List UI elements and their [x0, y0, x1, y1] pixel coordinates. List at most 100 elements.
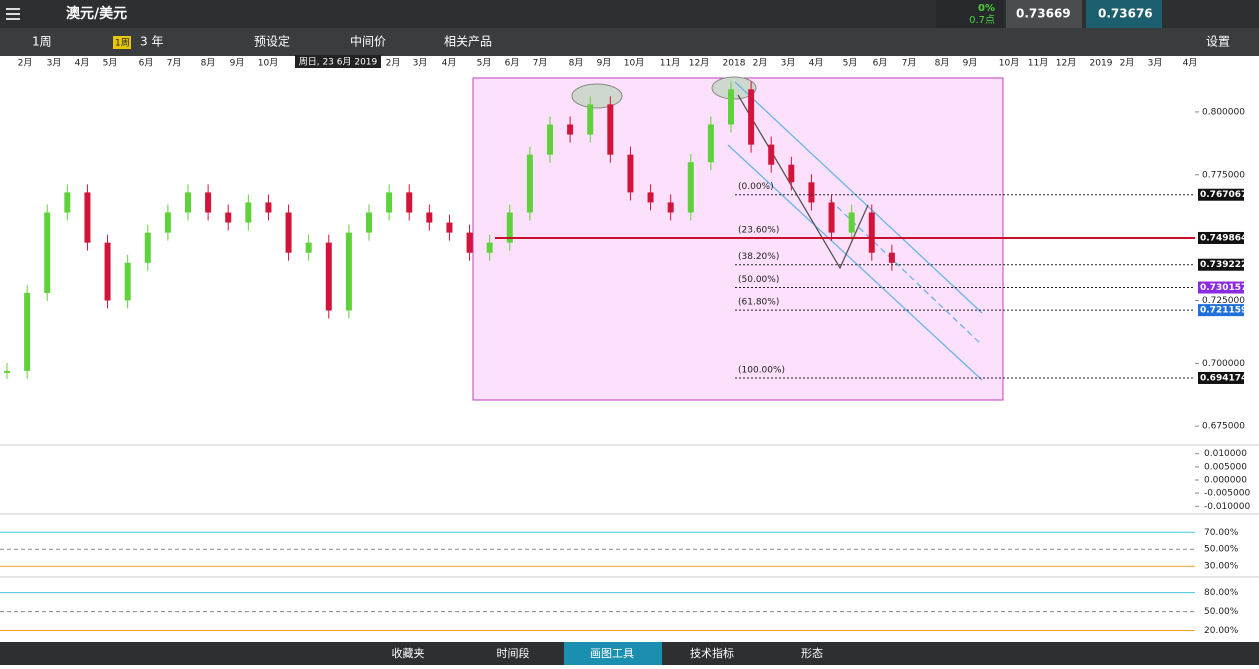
related[interactable]: 相关产品	[444, 35, 492, 49]
price-tag-label: 0.749864	[1200, 233, 1247, 243]
candle	[868, 212, 875, 253]
candle	[526, 154, 533, 213]
candle	[104, 242, 111, 301]
fib-label: (38.20%)	[738, 252, 779, 262]
candle	[225, 212, 232, 223]
period-select[interactable]: 1周	[32, 35, 52, 49]
head-marker	[571, 83, 623, 109]
tab[interactable]: 收藏夹	[392, 646, 425, 660]
candle	[748, 89, 755, 145]
candle	[285, 212, 292, 253]
x-tick-label: 10月	[624, 58, 644, 69]
candle	[386, 192, 393, 213]
period-badge: 1周	[115, 38, 130, 49]
y-tick-label: 0.775000	[1202, 170, 1245, 180]
x-tick-label: 8月	[201, 58, 216, 69]
candle	[808, 182, 815, 203]
x-tick-label: 6月	[873, 58, 888, 69]
candle	[345, 232, 352, 311]
candle	[607, 104, 614, 155]
price-tag	[1198, 371, 1244, 384]
x-tick-label: 11月	[660, 58, 680, 69]
candle	[164, 212, 171, 233]
y-tick-label: 0.675000	[1202, 422, 1245, 432]
candle	[144, 232, 151, 263]
active-tab	[564, 642, 662, 665]
fib-label: (0.00%)	[738, 182, 774, 192]
y-tick-label: 70.00%	[1204, 528, 1239, 538]
price-tag-label: 0.767067	[1200, 190, 1247, 200]
x-tick-label: 6月	[505, 58, 520, 69]
y-tick-label: 0.700000	[1202, 359, 1245, 369]
tab[interactable]: 技术指标	[690, 646, 734, 660]
candle	[506, 212, 513, 243]
x-tick-label: 3月	[1148, 58, 1163, 69]
x-tick-label: 3月	[781, 58, 796, 69]
x-tick-label: 5月	[477, 58, 492, 69]
icons	[6, 8, 20, 20]
candle	[707, 124, 714, 163]
fib-label: (50.00%)	[738, 275, 779, 285]
x-tick-label: 4月	[809, 58, 824, 69]
x-tick-label: 10月	[258, 58, 278, 69]
x-tick-label: 11月	[1028, 58, 1048, 69]
x-tick-label: 6月	[139, 58, 154, 69]
price-tag-label: 0.739222	[1200, 260, 1247, 270]
x-tick-label: 7月	[167, 58, 182, 69]
presets[interactable]: 预设定	[254, 34, 290, 49]
x-tick-label: 5月	[843, 58, 858, 69]
x-tick-label: 2018	[723, 59, 746, 69]
x-tick-label: 9月	[963, 58, 978, 69]
range-select[interactable]: 3 年	[140, 35, 163, 49]
symbol[interactable]: 澳元/美元	[66, 5, 127, 22]
candle	[366, 212, 372, 233]
candle	[124, 262, 131, 301]
settings[interactable]: 设置	[1206, 35, 1230, 49]
candle	[426, 212, 433, 223]
price-tag	[1198, 258, 1244, 271]
candle	[406, 192, 413, 213]
candle	[687, 162, 694, 213]
y-tick-label: 20.00%	[1204, 626, 1239, 636]
y-tick-label: 80.00%	[1204, 588, 1239, 598]
x-tick-label: 9月	[597, 58, 612, 69]
x-tick-label: 2月	[18, 58, 33, 69]
price-tag-label: 0.730157	[1200, 283, 1247, 293]
candle	[587, 104, 594, 135]
x-tick-label: 2月	[1120, 58, 1135, 69]
x-tick-label: 4月	[75, 58, 90, 69]
candle	[466, 232, 473, 253]
tab[interactable]: 时间段	[497, 646, 530, 660]
tab[interactable]: 形态	[801, 647, 823, 660]
change-points: 0.7点	[969, 14, 995, 26]
sell-price[interactable]: 0.73669	[1016, 7, 1071, 21]
candle	[4, 370, 10, 373]
price-tag	[1198, 281, 1244, 294]
candle	[84, 192, 91, 243]
price-tag-label: 0.721159	[1200, 306, 1247, 316]
fib-label: (61.80%)	[738, 298, 779, 308]
tab[interactable]: 画图工具	[590, 647, 634, 660]
candle	[728, 89, 734, 125]
x-tick-label: 4月	[442, 58, 457, 69]
x-tick-label: 2019	[1090, 59, 1113, 69]
y-tick-label: 0.010000	[1204, 449, 1247, 459]
x-tick-label: 5月	[103, 58, 118, 69]
x-tick-label: 3月	[413, 58, 428, 69]
candle	[667, 202, 674, 213]
candle	[305, 242, 312, 253]
x-tick-label: 7月	[902, 58, 917, 69]
x-tick-label: 4月	[1183, 58, 1198, 69]
candle	[24, 292, 31, 371]
buy-price[interactable]: 0.73676	[1098, 7, 1153, 21]
y-tick-label: 0.725000	[1202, 296, 1245, 306]
y-tick-label: 0.000000	[1204, 476, 1247, 486]
candle	[547, 124, 553, 155]
price-type[interactable]: 中间价	[350, 34, 386, 49]
candle	[848, 212, 855, 233]
x-tick-label: 2月	[753, 58, 768, 69]
y-tick-label: -0.005000	[1204, 489, 1250, 499]
x-tick-label: 8月	[569, 58, 584, 69]
x-tick-label: 2月	[386, 58, 401, 69]
